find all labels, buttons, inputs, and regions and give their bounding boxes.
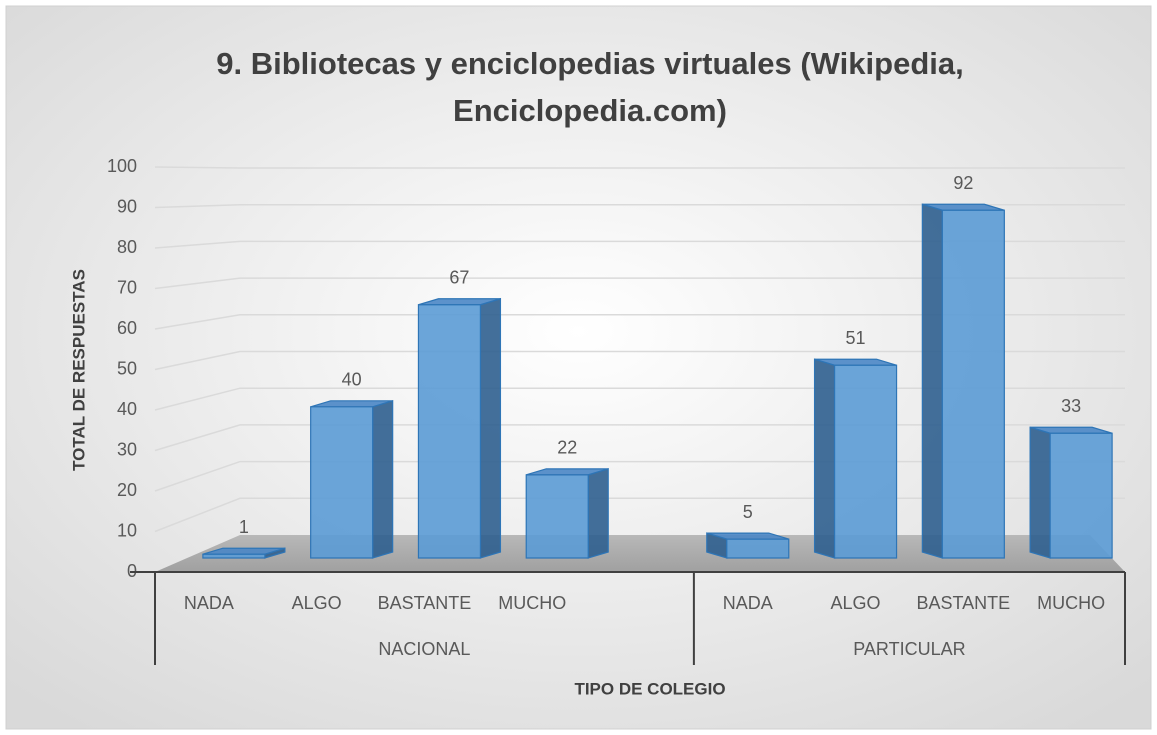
bar-front xyxy=(525,474,589,559)
data-label: 67 xyxy=(449,267,469,287)
bar-side xyxy=(1029,426,1051,559)
bar-front xyxy=(1049,432,1113,559)
bar-side xyxy=(813,358,836,559)
y-tick-label: 70 xyxy=(117,277,137,297)
x-tick-label: NADA xyxy=(184,593,234,613)
x-tick-label: NADA xyxy=(723,593,773,613)
data-label: 1 xyxy=(239,517,249,537)
y-tick-label: 20 xyxy=(117,480,137,500)
bar xyxy=(813,358,898,559)
bar xyxy=(417,297,502,559)
y-tick-label: 80 xyxy=(117,237,137,257)
bar xyxy=(921,203,1005,559)
y-tick-label: 100 xyxy=(107,156,137,176)
y-tick-label: 50 xyxy=(117,358,137,378)
bar-side xyxy=(479,297,502,559)
y-tick-label: 0 xyxy=(127,561,137,581)
bar-side xyxy=(921,203,943,559)
bar-front xyxy=(833,364,898,559)
data-label: 22 xyxy=(557,438,577,458)
grid-line xyxy=(154,314,1125,330)
bar-side xyxy=(587,468,609,559)
grid-line xyxy=(154,166,1125,169)
bar xyxy=(202,547,286,559)
y-tick-label: 90 xyxy=(117,196,137,216)
x-tick-label: BASTANTE xyxy=(916,593,1010,613)
grid-line xyxy=(154,277,1125,290)
x-tick-label: ALGO xyxy=(831,593,881,613)
bar-side xyxy=(372,399,394,559)
y-axis-title: TOTAL DE RESPUESTAS xyxy=(69,269,88,471)
x-tick-label: BASTANTE xyxy=(378,593,472,613)
x-axis-title: TIPO DE COLEGIO xyxy=(574,679,725,698)
grid-line xyxy=(154,350,1125,371)
data-label: 33 xyxy=(1061,396,1081,416)
y-tick-label: 40 xyxy=(117,399,137,419)
y-tick-label: 30 xyxy=(117,439,137,459)
bar xyxy=(525,468,609,559)
group-label: NACIONAL xyxy=(378,639,470,659)
data-label: 51 xyxy=(846,328,866,348)
bar-front xyxy=(726,538,790,559)
x-tick-label: MUCHO xyxy=(498,593,566,613)
bar xyxy=(706,532,790,559)
grid-line xyxy=(154,240,1125,249)
y-tick-label: 10 xyxy=(117,520,137,540)
y-tick-label: 60 xyxy=(117,318,137,338)
x-tick-label: MUCHO xyxy=(1037,593,1105,613)
chart-title: 9. Bibliotecas y enciclopedias virtuales… xyxy=(216,46,964,128)
grid-line xyxy=(154,203,1125,209)
bar-front xyxy=(941,209,1005,559)
bar xyxy=(310,399,394,559)
bar-front xyxy=(202,553,266,559)
bar xyxy=(1029,426,1113,559)
data-label: 40 xyxy=(342,370,362,390)
data-label: 5 xyxy=(743,502,753,522)
x-tick-label: ALGO xyxy=(292,593,342,613)
group-label: PARTICULAR xyxy=(853,639,965,659)
data-label: 92 xyxy=(953,173,973,193)
bar-front xyxy=(310,406,374,559)
bar-front xyxy=(417,304,482,559)
